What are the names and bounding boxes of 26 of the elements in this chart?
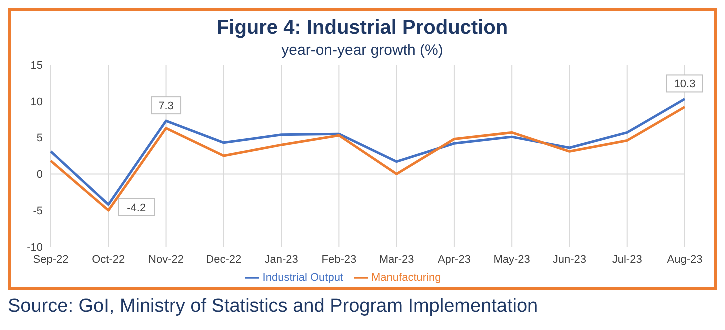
y-tick-label: -5 — [33, 206, 43, 218]
x-tick-label: May-23 — [494, 254, 530, 266]
data-label: 7.3 — [158, 100, 174, 113]
x-tick-label: Oct-22 — [92, 254, 126, 266]
legend-label: Manufacturing — [372, 272, 442, 284]
y-tick-label: 0 — [36, 169, 43, 182]
source-note: Source: GoI, Ministry of Statistics and Program Implementation — [8, 296, 540, 318]
y-tick-label: -10 — [27, 242, 43, 254]
legend-label: Industrial Output — [262, 272, 344, 284]
x-tick-label: Sep-22 — [33, 254, 69, 266]
x-tick-label: Jul-23 — [612, 254, 642, 266]
x-tick-label: Jan-23 — [264, 254, 298, 266]
y-tick-label: 5 — [36, 132, 43, 145]
data-label: -4.2 — [127, 202, 146, 214]
chart-subtitle: year-on-year growth (%) — [280, 42, 444, 59]
data-label: 10.3 — [674, 78, 696, 91]
x-tick-label: Dec-22 — [206, 254, 242, 266]
x-tick-label: Aug-23 — [667, 254, 703, 266]
x-tick-label: Apr-23 — [438, 254, 471, 266]
chart-title: Figure 4: Industrial Production — [216, 17, 510, 40]
x-tick-label: Jun-23 — [552, 254, 587, 266]
x-tick-label: Feb-23 — [322, 254, 357, 266]
x-tick-label: Mar-23 — [379, 254, 414, 266]
y-tick-label: 15 — [30, 60, 43, 72]
y-tick-label: 10 — [30, 96, 43, 108]
x-tick-label: Nov-22 — [148, 254, 184, 266]
